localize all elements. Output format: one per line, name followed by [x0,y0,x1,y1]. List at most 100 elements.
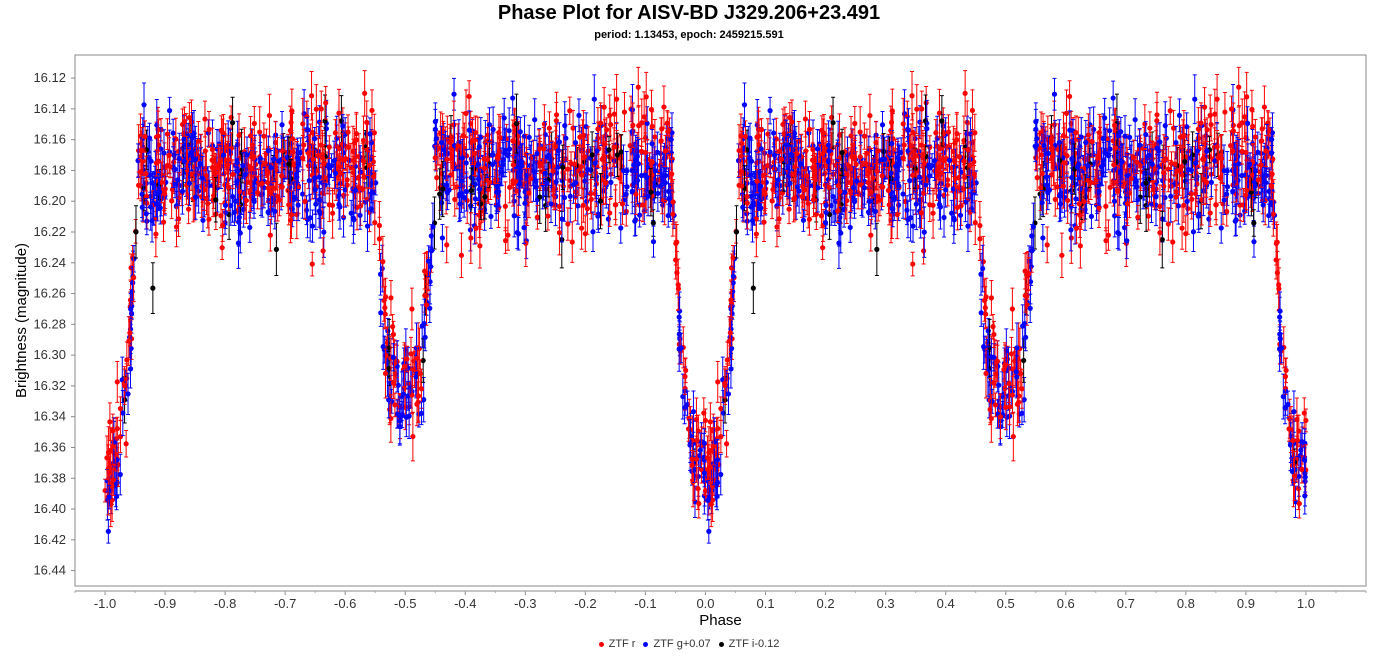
point-marker [300,121,306,127]
point-marker [1261,104,1268,110]
point-marker [409,306,415,312]
point-marker [471,166,477,172]
point-marker [1192,96,1198,102]
point-marker [1170,239,1176,245]
point-marker [548,201,554,207]
point-marker [1189,196,1195,202]
point-marker [382,305,388,311]
point-marker [502,238,509,244]
point-marker [369,107,375,114]
point-marker [1173,140,1179,146]
point-marker [1064,188,1070,195]
data-point [378,298,384,327]
point-marker [607,112,613,118]
point-marker [595,126,601,132]
point-marker [949,210,955,216]
point-marker [306,150,312,156]
point-marker [1075,136,1081,143]
point-marker [988,295,995,301]
point-marker [1044,242,1050,248]
point-marker [735,158,742,164]
point-marker [723,441,730,447]
point-marker [1148,201,1155,207]
point-marker [562,123,568,129]
point-marker [1233,217,1239,223]
point-marker [1040,235,1046,241]
point-marker [541,121,547,127]
data-point [867,93,873,138]
point-marker [1175,203,1181,209]
data-point [502,227,509,254]
point-marker [1163,135,1169,141]
data-point [1040,223,1046,252]
point-marker [1204,148,1210,154]
point-marker [668,136,674,143]
chart-subtitle: period: 1.13453, epoch: 2459215.591 [594,29,784,41]
data-point [257,106,263,158]
point-marker [1065,197,1071,204]
point-marker [1222,109,1228,115]
point-marker [1212,111,1218,117]
point-marker [665,188,672,194]
point-marker [1008,351,1015,357]
data-point [706,519,712,544]
point-marker [123,441,129,447]
point-marker [960,186,966,192]
point-marker [1260,202,1266,208]
data-point [219,235,225,261]
point-marker [969,107,976,114]
point-marker [725,391,732,397]
point-marker [1176,112,1183,119]
point-marker [169,198,175,204]
point-marker [584,198,590,204]
point-marker [556,203,563,210]
point-marker [1107,128,1113,134]
point-marker [1105,232,1112,238]
point-marker [316,174,322,180]
point-marker [867,112,873,119]
point-marker [1115,133,1121,139]
point-marker [910,223,916,229]
point-marker [1018,371,1024,377]
point-marker [1124,238,1130,244]
data-point [1236,66,1242,108]
point-marker [900,121,906,127]
point-marker [344,177,350,183]
point-marker [873,199,879,205]
point-marker [458,252,465,258]
point-marker [1207,112,1213,118]
point-marker [438,130,444,136]
point-marker [451,91,457,97]
point-marker [810,197,817,203]
point-marker [336,110,342,116]
data-point [910,209,916,243]
point-marker [718,471,724,478]
data-point [1105,219,1112,251]
point-marker [742,133,749,140]
point-marker [388,295,394,301]
point-marker [919,106,925,112]
data-point [1077,223,1083,269]
point-marker [1208,121,1214,128]
point-marker [1214,96,1220,102]
point-marker [257,129,263,135]
point-marker [767,108,773,114]
point-marker [1004,356,1011,362]
point-marker [231,209,237,215]
point-marker [650,220,656,226]
point-marker [452,196,458,203]
point-marker [1118,168,1124,174]
point-marker [523,151,529,157]
data-point [923,85,929,120]
point-marker [660,202,666,208]
data-point [371,113,377,152]
point-marker [569,239,575,245]
data-point [205,119,211,147]
point-marker [618,225,624,231]
data-point [406,363,412,404]
point-marker [290,162,297,168]
point-marker [1189,152,1196,158]
chart-title: Phase Plot for AISV-BD J329.206+23.491 [497,2,881,24]
point-marker [961,158,967,164]
point-marker [1273,240,1279,247]
